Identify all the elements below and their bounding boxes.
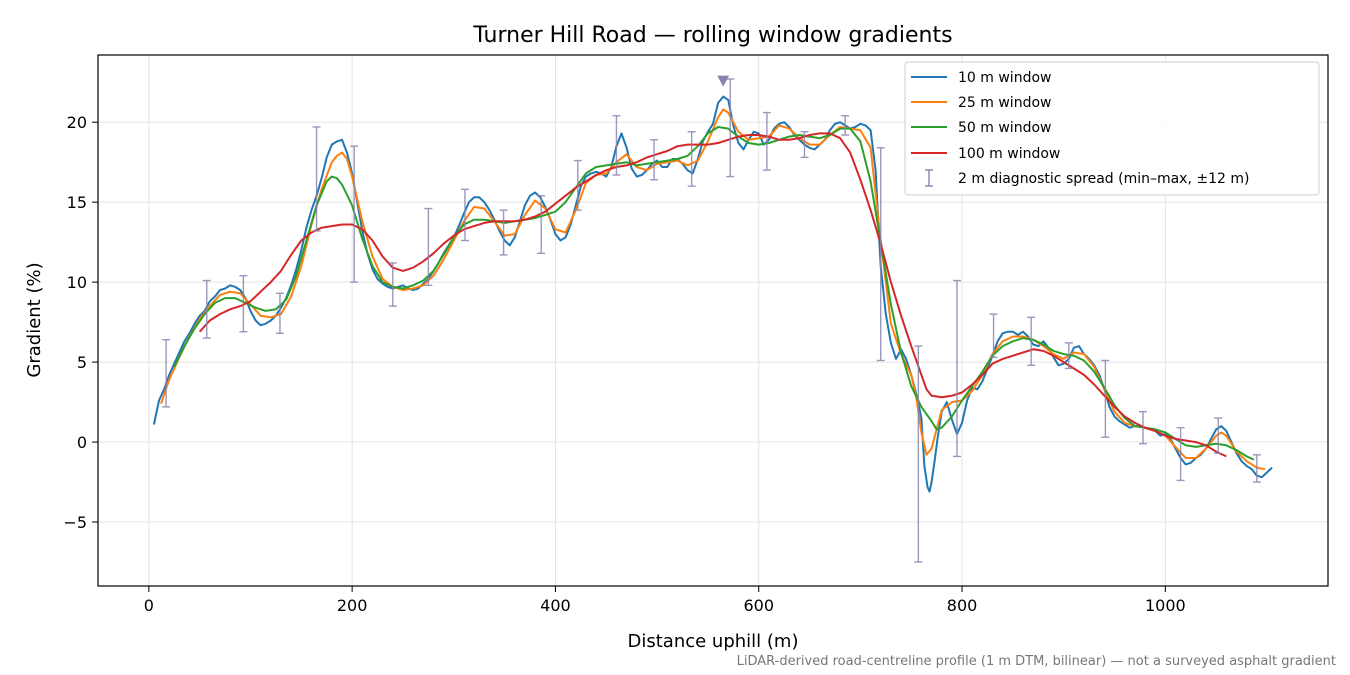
error-bar [914,345,923,563]
error-bar [202,279,211,339]
series-line-2 [160,108,1266,471]
error-bar [275,292,284,334]
error-bar [162,338,171,408]
error-bar [499,209,508,256]
x-axis-ticks: 0 200 400 600 800 1000 [144,586,1186,615]
error-bar [1214,417,1223,454]
error-bar [876,147,885,362]
y-tick-label: 10 [67,273,87,292]
legend-label: 50 m window [958,120,1051,136]
x-tick-label: 600 [743,596,774,615]
legend-errorbar-swatch [925,169,933,187]
legend-box [904,61,1320,196]
y-tick-label: 5 [77,353,87,372]
x-tick-label: 1000 [1145,596,1186,615]
series-line-4 [198,132,1227,458]
y-tick-label: 15 [67,193,87,212]
peak-marker-layer [717,75,730,87]
error-bar [460,188,469,242]
x-axis-label: Distance uphill (m) [628,631,799,652]
x-tick-label: 400 [540,596,571,615]
error-bar [1176,426,1185,482]
error-bar [800,131,809,159]
series-line-3 [173,126,1255,461]
peak-marker [717,75,730,87]
legend: 10 m window 25 m window 50 m window 100 m w… [904,61,1320,196]
plot-frame [97,54,1329,587]
legend-label: 25 m window [958,95,1051,111]
y-tick-label: 0 [77,433,87,452]
error-bar [650,139,659,181]
error-bar [687,131,696,187]
error-bar [312,126,321,232]
error-bar [573,159,582,211]
grid [98,55,1328,586]
y-axis-label: Gradient (%) [24,262,45,377]
error-bar [424,207,433,287]
legend-label: 2 m diagnostic spread (min–max, ±12 m) [958,171,1249,187]
error-bar [1064,342,1073,370]
error-bar [612,115,621,176]
error-bar [952,279,961,458]
error-bar [350,145,359,283]
error-bar [762,111,771,171]
error-bar [239,275,248,333]
chart-title: Turner Hill Road — rolling window gradie… [472,23,952,48]
y-axis-ticks: −5 0 5 10 15 20 [63,113,98,532]
legend-label: 10 m window [958,70,1051,86]
error-bar [1252,454,1261,483]
error-bars [162,78,1261,563]
y-tick-label: 20 [67,113,87,132]
y-tick-label: −5 [63,513,87,532]
error-bar [1138,410,1147,445]
error-bar [537,195,546,255]
error-bar [726,78,735,178]
error-bar [1101,359,1110,438]
footnote: LiDAR-derived road-centreline profile (1… [737,654,1336,669]
legend-label: 100 m window [958,146,1060,162]
error-bar [388,262,397,307]
series-layer [152,95,1273,493]
x-tick-label: 800 [947,596,978,615]
error-bar [1027,316,1036,366]
x-tick-label: 0 [144,596,154,615]
x-tick-label: 200 [337,596,368,615]
error-bar [841,115,850,136]
series-line-1 [152,95,1273,493]
error-bar [989,313,998,358]
legend-items: 10 m window 25 m window 50 m window 100 m w… [911,70,1249,187]
